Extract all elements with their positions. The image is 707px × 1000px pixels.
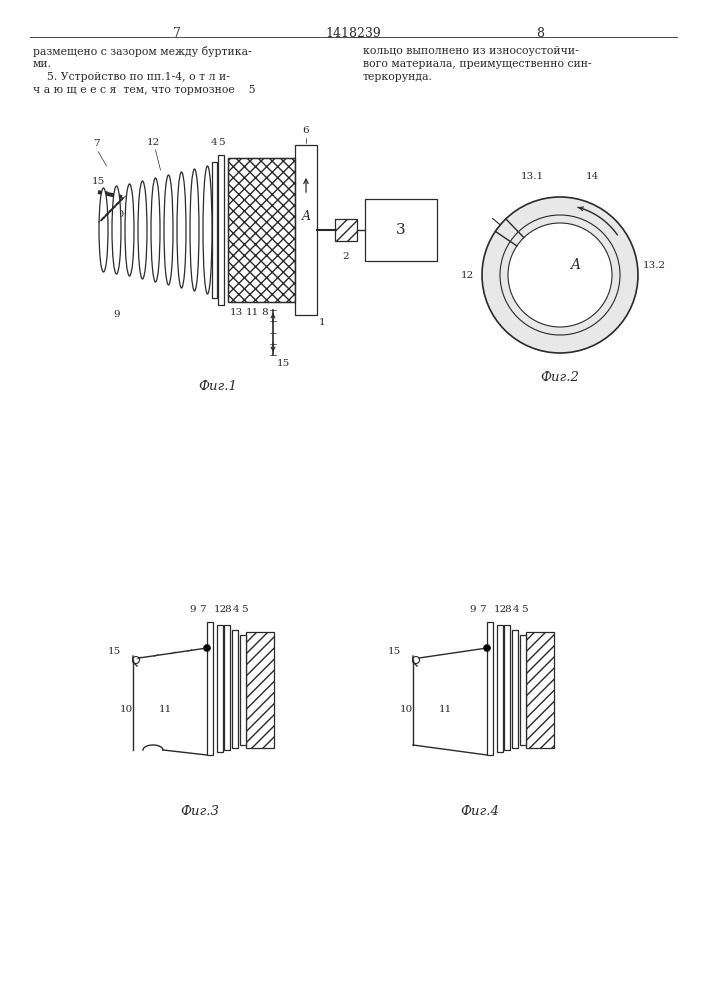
Text: 10: 10: [112, 210, 124, 219]
Bar: [487, 622, 493, 755]
Bar: [228, 158, 295, 302]
Bar: [246, 632, 274, 748]
Text: 11: 11: [246, 308, 259, 317]
Bar: [497, 625, 503, 752]
Text: размещено с зазором между буртика-: размещено с зазором между буртика-: [33, 46, 252, 57]
Bar: [228, 158, 295, 302]
Bar: [207, 622, 213, 755]
Text: 15: 15: [92, 178, 105, 186]
Text: Фиг.3: Фиг.3: [180, 805, 219, 818]
Text: 4: 4: [513, 605, 520, 614]
Bar: [520, 635, 526, 745]
Ellipse shape: [177, 172, 186, 288]
Text: вого материала, преимущественно син-: вого материала, преимущественно син-: [363, 59, 592, 69]
Text: 8: 8: [225, 605, 231, 614]
Text: 10: 10: [399, 706, 413, 714]
Text: кольцо выполнено из износоустойчи-: кольцо выполнено из износоустойчи-: [363, 46, 579, 56]
Bar: [504, 625, 510, 750]
Text: 5. Устройство по пп.1-4, о т л и-: 5. Устройство по пп.1-4, о т л и-: [33, 72, 230, 82]
Circle shape: [204, 645, 211, 652]
Text: 9: 9: [113, 310, 119, 319]
Text: 7: 7: [173, 27, 181, 40]
Bar: [365, 199, 437, 261]
Text: 14: 14: [585, 172, 599, 181]
Text: A: A: [570, 258, 580, 272]
Text: 12: 12: [493, 605, 507, 614]
Bar: [212, 162, 217, 298]
Text: 10: 10: [119, 706, 133, 714]
Text: 13: 13: [230, 308, 243, 317]
Ellipse shape: [203, 166, 212, 294]
Text: 5: 5: [520, 605, 527, 614]
Bar: [232, 630, 238, 748]
Bar: [335, 219, 357, 241]
Text: 4: 4: [233, 605, 239, 614]
Text: 7: 7: [93, 139, 100, 148]
Ellipse shape: [125, 184, 134, 276]
Text: 1418239: 1418239: [325, 27, 381, 40]
Text: 7: 7: [479, 605, 485, 614]
Text: 6: 6: [303, 126, 310, 135]
Ellipse shape: [112, 186, 121, 274]
Text: 9: 9: [469, 605, 476, 614]
Text: ч а ю щ е е с я  тем, что тормозное    5: ч а ю щ е е с я тем, что тормозное 5: [33, 85, 256, 95]
Text: 15: 15: [277, 359, 291, 368]
Text: Фиг.2: Фиг.2: [541, 371, 580, 384]
Text: 1: 1: [319, 318, 326, 327]
Text: Фиг.4: Фиг.4: [460, 805, 499, 818]
Text: 11: 11: [159, 706, 173, 714]
Text: Фиг.1: Фиг.1: [199, 380, 238, 393]
Ellipse shape: [190, 169, 199, 291]
Ellipse shape: [99, 188, 108, 272]
Text: 8: 8: [261, 308, 268, 317]
Text: 9: 9: [189, 605, 196, 614]
Ellipse shape: [138, 181, 147, 279]
Bar: [217, 625, 223, 752]
Bar: [224, 625, 230, 750]
Bar: [218, 155, 224, 305]
Text: A: A: [301, 210, 310, 223]
Text: 12: 12: [147, 138, 160, 147]
Text: 8: 8: [505, 605, 511, 614]
Text: 5: 5: [218, 138, 224, 147]
Text: 3: 3: [396, 223, 406, 237]
Bar: [240, 635, 246, 745]
Text: 7: 7: [199, 605, 205, 614]
Bar: [295, 145, 317, 315]
Bar: [512, 630, 518, 748]
Text: 11: 11: [439, 706, 452, 714]
Text: 15: 15: [387, 648, 401, 656]
Text: 12: 12: [461, 270, 474, 279]
Bar: [246, 632, 274, 748]
Text: 8: 8: [536, 27, 544, 40]
Bar: [335, 219, 357, 241]
Text: 4: 4: [211, 138, 217, 147]
Text: 13.2: 13.2: [643, 260, 666, 269]
Text: 2: 2: [343, 252, 349, 261]
Circle shape: [484, 645, 491, 652]
Text: теркорунда.: теркорунда.: [363, 72, 433, 82]
Bar: [526, 632, 554, 748]
Bar: [228, 158, 295, 302]
Bar: [526, 632, 554, 748]
Ellipse shape: [164, 175, 173, 285]
Text: 15: 15: [107, 648, 121, 656]
Text: 5: 5: [240, 605, 247, 614]
Text: 12: 12: [214, 605, 227, 614]
Text: ми.: ми.: [33, 59, 52, 69]
Wedge shape: [482, 197, 638, 353]
Text: 13.1: 13.1: [520, 172, 544, 181]
Ellipse shape: [151, 178, 160, 282]
